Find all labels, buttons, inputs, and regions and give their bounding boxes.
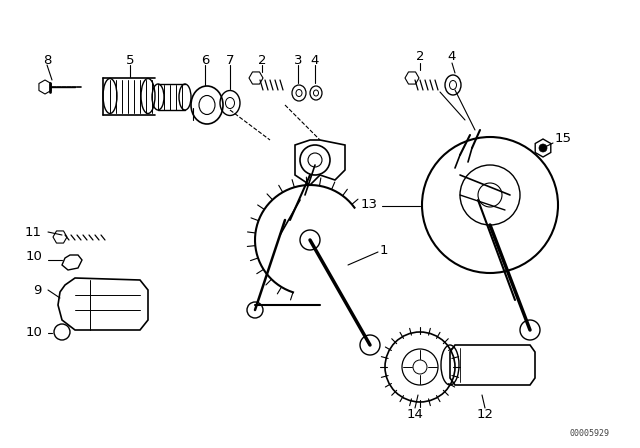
Text: 3: 3	[294, 53, 302, 66]
Text: 11: 11	[25, 225, 42, 238]
Text: 6: 6	[201, 53, 209, 66]
Text: 2: 2	[258, 53, 266, 66]
Text: 5: 5	[125, 53, 134, 66]
Text: 10: 10	[25, 327, 42, 340]
Text: 13: 13	[361, 198, 378, 211]
Text: 14: 14	[406, 409, 424, 422]
Text: 00005929: 00005929	[570, 429, 610, 438]
Text: 10: 10	[25, 250, 42, 263]
Text: 12: 12	[477, 409, 493, 422]
Text: 9: 9	[34, 284, 42, 297]
Text: 4: 4	[311, 53, 319, 66]
Text: 7: 7	[226, 53, 234, 66]
Text: 8: 8	[43, 53, 51, 66]
Text: 1: 1	[380, 244, 388, 257]
Circle shape	[539, 144, 547, 152]
Text: 2: 2	[416, 51, 424, 64]
Text: 4: 4	[448, 51, 456, 64]
Text: 15: 15	[555, 132, 572, 145]
